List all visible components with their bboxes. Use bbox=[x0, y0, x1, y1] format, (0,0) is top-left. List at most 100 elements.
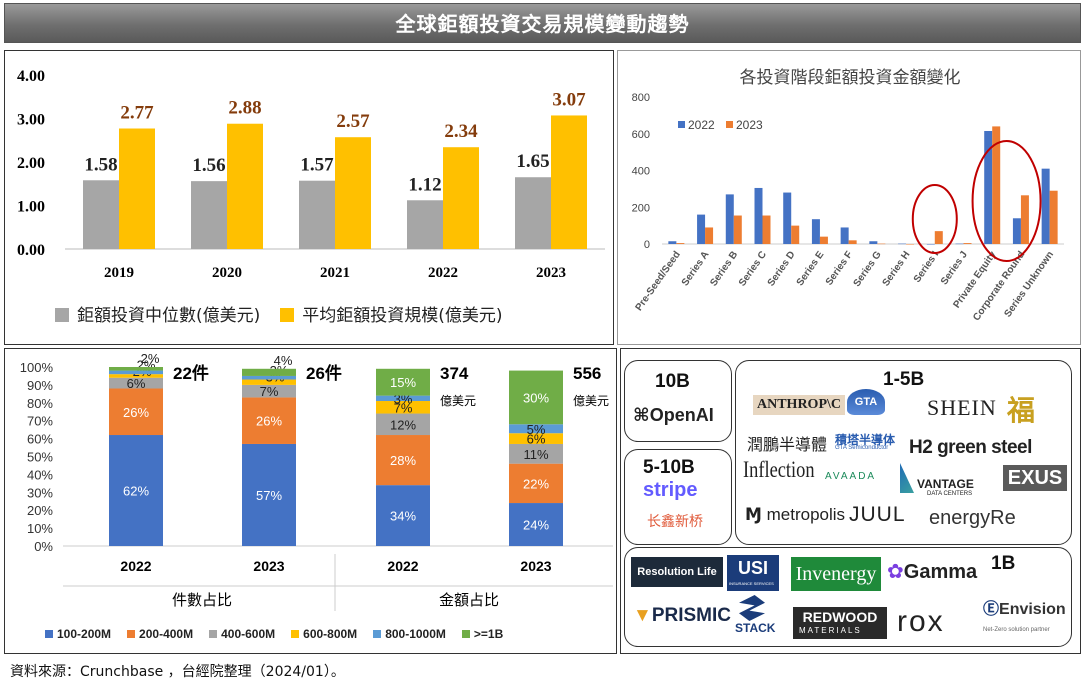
exus-logo: EXUS bbox=[1003, 465, 1067, 491]
stack-segment-600-800M bbox=[376, 401, 430, 414]
envision-logo-subtitle: Net-Zero solution partner bbox=[983, 627, 1050, 633]
mega-deal-size-plot: 0.00 1.00 2.00 3.00 4.00 1.58 2.77 2019 1.56 2.88… bbox=[17, 68, 605, 281]
x-tick-label: Series C bbox=[737, 249, 769, 288]
y-tick-label: 90% bbox=[27, 378, 53, 393]
stack-segment->=1B bbox=[376, 368, 430, 396]
x-tick-label: Series E bbox=[795, 249, 827, 288]
y-tick-label: 200 bbox=[632, 202, 650, 214]
stack-segment-100-200M bbox=[242, 443, 296, 546]
y-tick-label: 4.00 bbox=[17, 68, 45, 85]
segment-label: 24% bbox=[523, 518, 549, 533]
bar-mean bbox=[443, 147, 479, 249]
segment-label: 12% bbox=[390, 417, 416, 432]
bar-2022 bbox=[697, 214, 706, 244]
bar-mean bbox=[119, 128, 155, 249]
shein-logo: SHEIN bbox=[927, 395, 997, 420]
x-tick-label: 2023 bbox=[536, 265, 566, 281]
juul-logo: JUUL bbox=[849, 503, 906, 526]
bar-2022 bbox=[869, 241, 878, 244]
tier-box-5-10b bbox=[624, 449, 732, 545]
bar-2023 bbox=[963, 243, 972, 244]
bar-median bbox=[191, 181, 227, 249]
stack-segment->=1B bbox=[509, 370, 563, 425]
segment-label: 7% bbox=[394, 400, 413, 415]
stack-segment-600-800M bbox=[509, 433, 563, 444]
segment-label: 11% bbox=[523, 447, 548, 462]
bar-2023 bbox=[877, 243, 886, 245]
vantage-logo-subtitle: DATA CENTERS bbox=[927, 491, 973, 497]
x-tick-label: 2022 bbox=[120, 558, 151, 574]
y-tick-label: 0% bbox=[34, 539, 53, 554]
stack-segment-400-600M bbox=[109, 377, 163, 389]
bar-median bbox=[407, 200, 443, 249]
bar-2022 bbox=[668, 241, 677, 244]
metropolis-logo: Ɱ metropolis bbox=[745, 505, 845, 525]
legend-swatch bbox=[291, 630, 300, 638]
metropolis-logo-text: metropolis bbox=[766, 505, 846, 524]
segment-label: 26% bbox=[123, 405, 149, 420]
y-tick-label: 70% bbox=[27, 414, 53, 429]
segment-label: 6% bbox=[527, 432, 546, 447]
bar-mean bbox=[227, 123, 263, 249]
bar-median bbox=[515, 177, 551, 249]
legend-swatch bbox=[45, 630, 53, 638]
legend-label: 2022 bbox=[688, 118, 715, 132]
metropolis-mark-icon: Ɱ bbox=[745, 505, 767, 524]
x-tick-label: 2023 bbox=[520, 558, 551, 574]
stack-segment-800-1000M bbox=[109, 370, 163, 375]
segment-label: 15% bbox=[390, 375, 416, 390]
legend-item-mean: 平均鉅額投資規模(億美元) bbox=[280, 301, 503, 326]
y-tick-label: 3.00 bbox=[17, 112, 45, 129]
mega-deal-size-chart: 0.00 1.00 2.00 3.00 4.00 1.58 2.77 2019 1.56 2.88… bbox=[4, 50, 614, 345]
x-tick-label: 2019 bbox=[104, 265, 134, 281]
bar-2023 bbox=[819, 236, 828, 244]
highlight-ellipse bbox=[911, 184, 958, 254]
legend-label: 200-400M bbox=[139, 627, 194, 641]
bar-2022 bbox=[926, 244, 935, 245]
bar-2023 bbox=[848, 240, 857, 244]
jita-logo-subtitle: GTA Semiconductor bbox=[835, 445, 889, 451]
bar-2023 bbox=[791, 225, 800, 244]
x-tick-label: Pre-Seed/Seed bbox=[634, 249, 683, 313]
legend-swatch bbox=[127, 630, 136, 638]
x-tick-label: Series D bbox=[766, 249, 798, 288]
stack-segment->=1B bbox=[242, 368, 296, 376]
data-label: 2.34 bbox=[444, 121, 478, 142]
y-tick-label: 10% bbox=[27, 521, 53, 536]
y-tick-label: 1.00 bbox=[17, 199, 45, 216]
chart-title: 各投資階段鉅額投資金額變化 bbox=[740, 68, 961, 88]
prismic-logo: ▼PRISMIC bbox=[633, 605, 731, 627]
stack-segment->=1B bbox=[109, 367, 163, 371]
prismic-mark-icon: ▼ bbox=[633, 605, 652, 626]
segment-label: 2% bbox=[141, 351, 160, 366]
legend-item: 800-1000M bbox=[373, 627, 446, 641]
y-tick-label: 20% bbox=[27, 503, 53, 518]
x-tick-label: 2023 bbox=[253, 558, 284, 574]
stack-segment-100-200M bbox=[109, 435, 163, 546]
segment-label: 57% bbox=[256, 488, 282, 503]
group-label: 件數占比 bbox=[172, 592, 232, 609]
bar-mean bbox=[551, 115, 587, 249]
stack-logo: STACK bbox=[735, 621, 776, 635]
openai-logo-text: OpenAI bbox=[649, 405, 714, 425]
cxmt-logo: 长鑫新桥 bbox=[647, 513, 703, 529]
redwood-logo: REDWOOD bbox=[793, 607, 887, 639]
bar-2023 bbox=[733, 215, 742, 244]
tier-label-10b: 10B bbox=[655, 371, 690, 392]
total-label: 22件 bbox=[173, 363, 209, 383]
share-distribution-plot: 0% 10% 20% 30% 40% 50% 60% 70% 80% 90% 100% 62% 26% 6… bbox=[20, 351, 613, 611]
legend-swatch bbox=[373, 630, 382, 638]
fufu-logo: 福 bbox=[1007, 395, 1036, 426]
share-distribution-legend: 100-200M 200-400M 400-600M 600-800M 800-1000… bbox=[45, 627, 503, 641]
openai-logo: ⌘OpenAI bbox=[633, 405, 714, 426]
segment-label: 30% bbox=[523, 390, 549, 405]
legend-label: >=1B bbox=[473, 627, 504, 641]
tier-box-1-5b bbox=[735, 360, 1072, 545]
data-label: 1.65 bbox=[516, 151, 549, 172]
data-label: 1.12 bbox=[408, 174, 441, 195]
stack-segment-100-200M bbox=[376, 485, 430, 546]
bar-2022 bbox=[811, 219, 820, 244]
bar-2022 bbox=[725, 194, 734, 244]
bar-2022 bbox=[1041, 168, 1050, 244]
data-label: 2.57 bbox=[336, 111, 370, 132]
